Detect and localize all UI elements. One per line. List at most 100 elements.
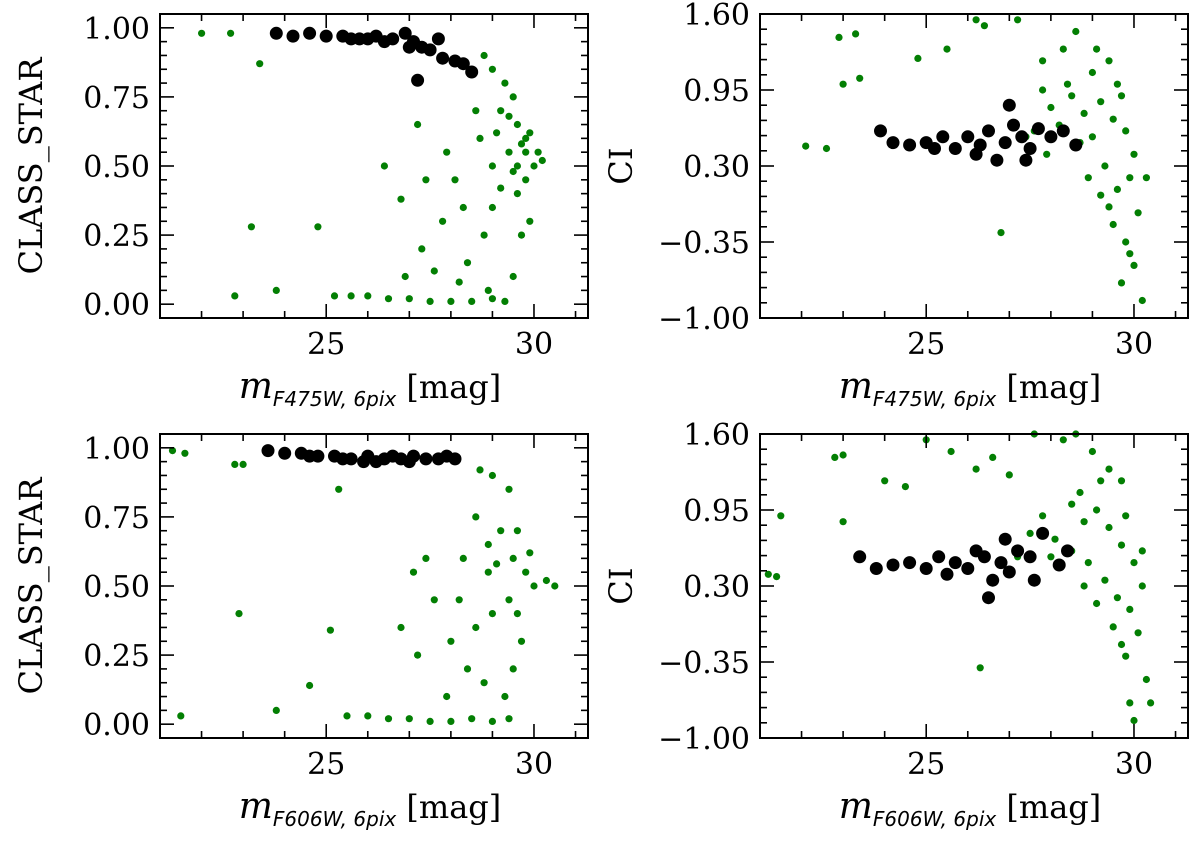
green-data-point [764, 570, 772, 578]
green-data-point [1043, 150, 1051, 158]
black-data-point [940, 567, 954, 581]
black-data-point [286, 29, 300, 43]
green-data-point [947, 447, 955, 456]
green-data-point [330, 292, 339, 300]
green-data-point [1126, 605, 1134, 614]
green-data-point [480, 231, 488, 239]
black-data-point [398, 26, 412, 40]
black-data-point [1023, 142, 1037, 155]
green-data-point [1109, 220, 1117, 229]
x-tick-label: 25 [307, 747, 345, 782]
panel-bottom-left: 25 30 0.00 0.25 0.50 0.75 1.00 CLASS_STA… [12, 432, 589, 831]
x-axis-label-symbol: m [239, 366, 273, 407]
y-tick-label: 1.60 [683, 0, 750, 33]
y-tick-label: 0.75 [83, 501, 150, 536]
green-data-point [1068, 500, 1076, 508]
x-axis-label-unit: [mag] [406, 788, 501, 826]
green-data-point [1076, 488, 1084, 497]
green-data-point [1113, 185, 1121, 193]
black-data-point [928, 142, 941, 155]
green-data-point [455, 278, 463, 286]
green-data-point [468, 297, 476, 305]
green-data-point [497, 184, 505, 192]
y-tick-label: 1.00 [83, 12, 150, 47]
green-data-point [802, 142, 810, 150]
green-data-point [509, 167, 517, 176]
green-data-point [1117, 92, 1126, 100]
x-axis-label: mF475W, 6pix [mag] [839, 366, 1102, 411]
black-data-point [1036, 526, 1050, 540]
green-data-point [347, 292, 355, 300]
x-axis-label-unit: [mag] [406, 368, 501, 406]
black-data-point [998, 136, 1012, 150]
x-axis-label-subscript: F475W, 6pix [873, 387, 997, 411]
green-data-point [517, 231, 526, 239]
green-data-point [1063, 80, 1072, 88]
y-tick-label: 0.25 [83, 219, 150, 254]
green-data-point [1084, 559, 1092, 567]
black-data-point [386, 449, 400, 463]
points-layer [198, 26, 546, 305]
x-axis-label-subscript: F606W, 6pix [273, 807, 397, 831]
black-data-point [961, 130, 975, 144]
green-data-point [1134, 629, 1142, 637]
green-data-point [530, 582, 538, 590]
y-tick-label: 0.50 [83, 570, 150, 605]
plot-frame [159, 13, 589, 319]
green-data-point [1122, 238, 1130, 246]
green-data-point [517, 637, 526, 645]
black-data-point [336, 452, 350, 466]
green-data-point [476, 134, 484, 142]
green-data-point [526, 549, 534, 557]
black-data-point [431, 32, 445, 46]
green-data-point [272, 706, 280, 715]
green-data-point [1080, 518, 1088, 526]
black-data-point [948, 556, 962, 570]
green-data-point [538, 156, 546, 165]
y-tick-label: 0.50 [83, 150, 150, 185]
green-data-point [497, 527, 505, 535]
green-data-point [306, 681, 314, 690]
y-axis-label: CLASS_STAR [12, 57, 50, 275]
green-data-point [177, 712, 185, 720]
green-data-point [447, 297, 455, 305]
green-data-point [1138, 296, 1146, 305]
points-layer [168, 444, 559, 726]
black-data-point [986, 573, 1000, 587]
green-data-point [468, 715, 476, 723]
green-data-point [493, 129, 501, 137]
x-axis-label-symbol: m [839, 366, 873, 407]
green-data-point [1105, 523, 1113, 532]
green-data-point [1093, 45, 1101, 53]
green-data-point [505, 112, 513, 120]
green-data-point [773, 573, 781, 581]
green-data-point [542, 576, 551, 585]
x-axis-label-subscript: F606W, 6pix [873, 807, 997, 831]
x-axis-label-space [996, 368, 1006, 406]
green-data-point [1047, 103, 1055, 112]
black-data-point [303, 26, 317, 40]
green-data-point [239, 460, 247, 468]
green-data-point [476, 466, 484, 474]
x-axis-label-space [396, 788, 406, 826]
green-data-point [822, 144, 831, 153]
green-data-point [364, 712, 372, 720]
green-data-point [451, 176, 459, 184]
green-data-point [418, 245, 426, 253]
green-data-point [1105, 203, 1113, 211]
green-data-point [414, 651, 422, 659]
green-data-point [472, 623, 480, 632]
green-data-point [501, 79, 509, 87]
black-data-point [465, 65, 479, 79]
green-data-point [422, 176, 430, 184]
black-data-point [903, 138, 917, 152]
x-axis-label-unit: [mag] [1006, 788, 1101, 826]
green-data-point [1059, 45, 1067, 53]
green-data-point [488, 471, 496, 480]
green-data-point [1101, 162, 1109, 170]
green-data-point [1122, 127, 1130, 135]
green-data-point [1142, 675, 1150, 684]
green-data-point [522, 176, 530, 184]
x-axis-label-subscript: F475W, 6pix [273, 387, 397, 411]
green-data-point [839, 80, 847, 88]
